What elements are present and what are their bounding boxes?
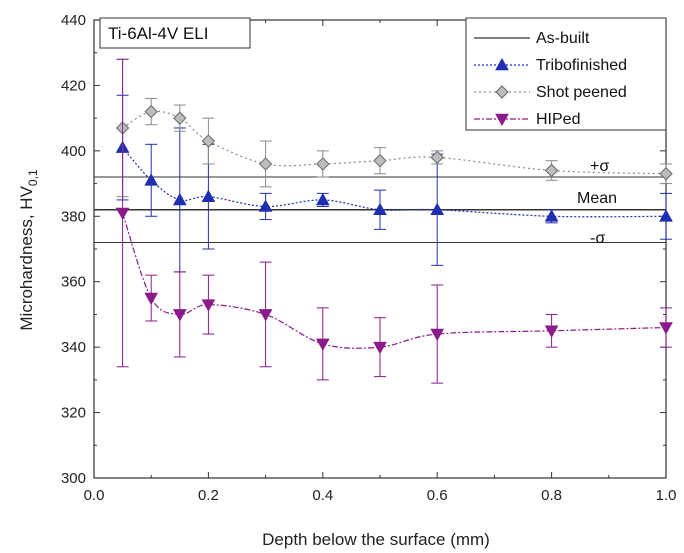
legend-marker-hiped [495, 113, 509, 127]
data-point-tribofinished [544, 209, 559, 222]
data-point-hiped [430, 328, 445, 342]
data-point-tribofinished [144, 173, 159, 186]
x-tick-label: 0.8 [541, 487, 562, 504]
data-point-hiped [659, 322, 673, 335]
y-tick-label: 320 [61, 405, 86, 422]
data-point-tribofinished [315, 192, 330, 206]
y-tick-label: 380 [61, 208, 86, 225]
y-axis-title: Microhardness, HV0,1 [17, 169, 40, 331]
annotation-minus-sigma: -σ [590, 230, 605, 247]
data-point-shot-peened [373, 153, 387, 168]
data-point-shot-peened [659, 167, 673, 181]
series-line-hiped [122, 212, 667, 349]
legend-label-tribofinished: Tribofinished [536, 57, 627, 74]
data-point-shot-peened [173, 111, 187, 125]
data-point-tribofinished [172, 192, 187, 206]
data-point-shot-peened [544, 163, 559, 178]
data-point-tribofinished [373, 202, 387, 216]
annotation-mean: Mean [577, 190, 617, 207]
data-point-tribofinished [659, 209, 673, 222]
data-point-hiped [172, 309, 187, 322]
series-line-shot-peened [122, 110, 667, 175]
data-point-hiped [315, 338, 330, 351]
legend-marker-shot-peened [495, 85, 509, 99]
y-tick-label: 300 [61, 470, 86, 487]
y-axis-title-main: Microhardness, HV [17, 185, 36, 330]
data-point-tribofinished [430, 202, 445, 216]
legend: As-built Tribofinished Shot peened HIPed [465, 17, 667, 131]
data-point-hiped [115, 207, 130, 221]
x-tick-label: 0.4 [312, 487, 333, 504]
legend-label-hiped: HIPed [536, 111, 580, 128]
y-tick-label: 360 [61, 274, 86, 291]
chart-title: Ti-6Al-4V ELI [108, 24, 208, 43]
legend-label-as-built: As-built [536, 30, 590, 47]
y-axis-title-subscript: 0,1 [26, 169, 40, 186]
data-point-hiped [258, 309, 273, 322]
legend-marker-tribofinished [495, 57, 509, 71]
data-point-hiped [144, 292, 159, 306]
x-axis-title: Depth below the surface (mm) [262, 530, 490, 549]
y-tick-label: 340 [61, 339, 86, 356]
data-point-tribofinished [201, 189, 216, 202]
x-tick-label: 0.2 [198, 487, 219, 504]
data-point-shot-peened [316, 157, 330, 171]
series-line-tribofinished [122, 147, 667, 218]
data-point-shot-peened [430, 150, 444, 165]
x-tick-label: 1.0 [656, 487, 677, 504]
x-tick-label: 0.6 [427, 487, 448, 504]
y-tick-label: 400 [61, 143, 86, 160]
y-tick-label: 420 [61, 77, 86, 94]
data-point-shot-peened [201, 134, 216, 148]
data-point-tribofinished [258, 199, 273, 212]
chart-title-box: Ti-6Al-4V ELI [99, 17, 251, 49]
y-tick-label: 440 [61, 12, 86, 29]
data-point-shot-peened [144, 104, 158, 119]
x-tick-label: 0.0 [84, 487, 105, 504]
data-point-hiped [201, 299, 216, 312]
data-point-hiped [544, 325, 559, 338]
data-point-shot-peened [258, 157, 273, 171]
legend-label-shot-peened: Shot peened [536, 84, 627, 101]
data-point-hiped [373, 341, 387, 355]
annotation-plus-sigma: +σ [590, 158, 609, 175]
